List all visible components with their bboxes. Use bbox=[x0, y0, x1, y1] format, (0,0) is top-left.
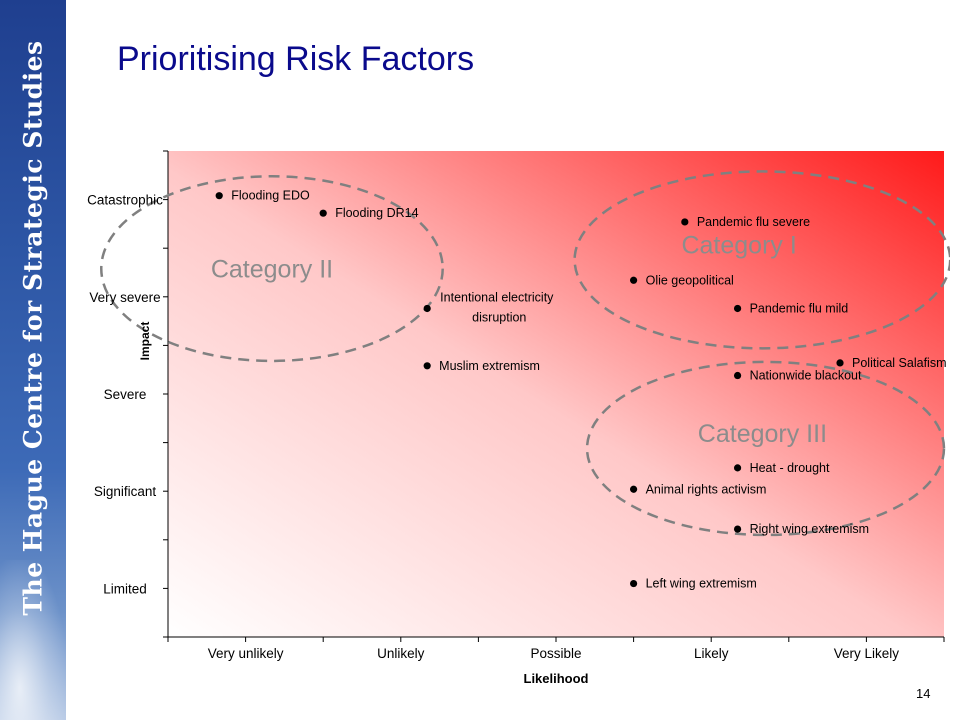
risk-point bbox=[733, 371, 742, 380]
point-label: Pandemic flu mild bbox=[750, 301, 849, 315]
point-label: Animal rights activism bbox=[646, 482, 767, 496]
page-number: 14 bbox=[916, 686, 931, 701]
category-ellipses bbox=[100, 170, 950, 537]
axes bbox=[163, 150, 945, 642]
x-tick-label: Unlikely bbox=[377, 646, 425, 661]
point-label: Political Salafism bbox=[852, 356, 946, 370]
point-label: Olie geopolitical bbox=[646, 273, 734, 287]
y-tick-label: Significant bbox=[94, 484, 157, 499]
point-label: Intentional electricity bbox=[440, 290, 554, 304]
organization-name: The Hague Centre for Strategic Studies bbox=[18, 40, 48, 616]
point-label: Muslim extremism bbox=[439, 359, 540, 373]
risk-points: Flooding EDO Flooding DR14 Pandemic flu se… bbox=[215, 189, 947, 591]
risk-point bbox=[733, 525, 742, 533]
risk-point bbox=[681, 218, 689, 226]
x-tick-label: Very unlikely bbox=[208, 646, 284, 661]
point-label: Heat - drought bbox=[750, 461, 830, 475]
category-label: Category I bbox=[681, 231, 796, 259]
point-label: Flooding EDO bbox=[231, 189, 310, 203]
risk-point bbox=[319, 209, 327, 217]
x-tick-label: Very Likely bbox=[834, 646, 900, 661]
risk-point bbox=[630, 485, 638, 493]
x-tick-label: Likely bbox=[694, 646, 729, 661]
category-ellipse bbox=[573, 170, 950, 350]
category-labels: Category I Category II Category III bbox=[211, 231, 827, 448]
category-ellipse bbox=[100, 175, 444, 363]
y-tick-label: Severe bbox=[104, 387, 147, 402]
risk-point bbox=[733, 304, 742, 313]
y-tick-label: Very severe bbox=[89, 290, 160, 305]
category-label: Category II bbox=[211, 256, 333, 284]
x-tick-label: Possible bbox=[530, 646, 581, 661]
risk-point bbox=[630, 579, 638, 588]
point-label: disruption bbox=[472, 310, 526, 324]
tick-labels: Very unlikely Unlikely Possible Likely Very … bbox=[87, 193, 899, 661]
y-tick-label: Limited bbox=[103, 581, 147, 596]
risk-point bbox=[630, 276, 638, 284]
risk-point bbox=[423, 362, 431, 370]
x-axis-label: Likelihood bbox=[524, 671, 589, 686]
y-axis-label: Impact bbox=[138, 322, 152, 361]
point-label: Flooding DR14 bbox=[335, 206, 418, 220]
point-label: Nationwide blackout bbox=[750, 369, 862, 383]
risk-point bbox=[215, 192, 223, 200]
risk-point bbox=[423, 304, 431, 313]
category-ellipse bbox=[585, 360, 946, 537]
risk-point bbox=[836, 359, 844, 367]
risk-matrix-chart: Category I Category II Category III Floodi… bbox=[80, 140, 950, 690]
category-label: Category III bbox=[698, 420, 827, 448]
risk-point bbox=[733, 464, 742, 472]
sidebar-banner: The Hague Centre for Strategic Studies bbox=[0, 0, 66, 720]
y-tick-label: Catastrophic bbox=[87, 193, 163, 208]
plot-background bbox=[168, 151, 944, 637]
point-label: Right wing extremism bbox=[750, 522, 869, 536]
slide-title: Prioritising Risk Factors bbox=[117, 40, 475, 78]
point-label: Pandemic flu severe bbox=[697, 215, 810, 229]
point-label: Left wing extremism bbox=[646, 577, 757, 591]
